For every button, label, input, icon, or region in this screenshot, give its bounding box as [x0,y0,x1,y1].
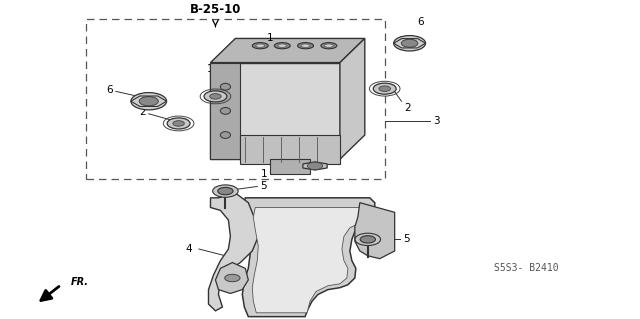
Text: 2: 2 [404,103,412,113]
Text: 1: 1 [207,64,214,74]
Text: 2: 2 [139,107,145,117]
Polygon shape [340,38,365,159]
Circle shape [360,236,376,243]
Circle shape [210,93,221,99]
Text: 6: 6 [106,85,113,95]
Circle shape [355,233,381,246]
Polygon shape [216,263,248,293]
Text: B-25-10: B-25-10 [190,3,241,16]
Ellipse shape [220,83,230,90]
Ellipse shape [220,108,230,114]
Ellipse shape [220,132,230,138]
Polygon shape [211,38,365,63]
Ellipse shape [298,43,314,49]
Circle shape [394,35,426,51]
Circle shape [225,274,240,282]
Polygon shape [355,203,395,259]
Polygon shape [211,63,340,159]
Polygon shape [303,162,327,170]
Circle shape [167,118,190,129]
Ellipse shape [301,44,310,48]
Circle shape [307,162,323,170]
Circle shape [204,91,227,102]
Text: 3: 3 [433,115,439,126]
Polygon shape [211,63,241,159]
Circle shape [373,83,396,94]
Bar [86,19,385,179]
Text: 1: 1 [267,33,273,43]
Circle shape [173,121,184,126]
Ellipse shape [252,43,268,49]
Text: S5S3- B2410: S5S3- B2410 [494,263,559,273]
Circle shape [379,86,390,92]
Polygon shape [252,207,362,313]
Ellipse shape [275,43,290,49]
Ellipse shape [321,43,337,49]
Ellipse shape [324,44,333,48]
Ellipse shape [278,44,287,48]
Polygon shape [243,198,375,317]
Text: 5: 5 [403,234,410,244]
Circle shape [131,93,166,110]
Polygon shape [209,193,259,311]
Circle shape [218,187,233,195]
Circle shape [212,185,238,197]
Text: 1: 1 [260,169,268,179]
Text: 4: 4 [186,244,193,254]
Circle shape [401,39,418,47]
Circle shape [139,97,158,106]
Polygon shape [241,135,340,164]
Polygon shape [270,159,310,174]
Text: 6: 6 [417,17,424,27]
Text: FR.: FR. [70,277,89,287]
Text: 5: 5 [260,181,267,190]
Ellipse shape [256,44,265,48]
